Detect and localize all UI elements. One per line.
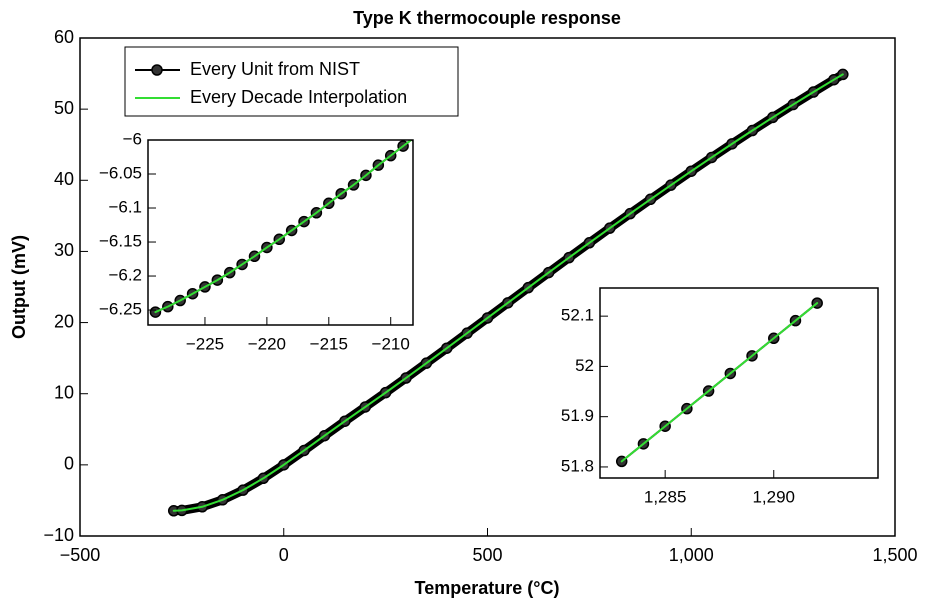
x-tick-label: 1,500 — [872, 545, 917, 565]
x-axis-label: Temperature (°C) — [415, 578, 560, 598]
y-tick-label: −6.1 — [108, 197, 142, 216]
series-line — [172, 73, 844, 512]
x-tick-label: 500 — [472, 545, 502, 565]
y-tick-label: −6.25 — [99, 300, 142, 319]
y-tick-label: −10 — [43, 525, 74, 545]
y-tick-label: −6 — [123, 129, 142, 148]
plot-frame — [599, 287, 879, 479]
x-tick-label: −210 — [372, 334, 410, 353]
series-line — [620, 302, 819, 463]
x-tick-label: −225 — [186, 334, 224, 353]
y-tick-label: 51.8 — [561, 456, 594, 475]
y-tick-label: 52.1 — [561, 306, 594, 325]
y-tick-label: 30 — [54, 240, 74, 260]
x-tick-label: −220 — [248, 334, 286, 353]
x-tick-label: 1,285 — [644, 487, 687, 506]
x-tick-label: 1,290 — [752, 487, 795, 506]
y-tick-label: −6.05 — [99, 163, 142, 182]
y-tick-label: 20 — [54, 311, 74, 331]
x-tick-label: −500 — [60, 545, 101, 565]
series-line — [154, 140, 413, 314]
y-tick-label: −6.2 — [108, 266, 142, 285]
y-tick-label: 40 — [54, 169, 74, 189]
y-tick-label: −6.15 — [99, 232, 142, 251]
legend-box — [124, 46, 459, 117]
legend-marker — [151, 64, 163, 76]
y-tick-label: 0 — [64, 454, 74, 474]
y-tick-label: 60 — [54, 27, 74, 47]
legend-label: Every Unit from NIST — [190, 59, 360, 79]
plot-frame — [147, 139, 414, 326]
plot-group — [167, 68, 849, 517]
y-tick-label: 10 — [54, 382, 74, 402]
legend-label: Every Decade Interpolation — [190, 87, 407, 107]
x-tick-label: 0 — [279, 545, 289, 565]
chart-title: Type K thermocouple response — [353, 8, 621, 28]
x-tick-label: 1,000 — [669, 545, 714, 565]
y-tick-label: 51.9 — [561, 406, 594, 425]
y-tick-label: 52 — [575, 356, 594, 375]
plot-group — [615, 297, 823, 468]
plot-frame — [79, 37, 896, 537]
y-tick-label: 50 — [54, 98, 74, 118]
x-tick-label: −215 — [310, 334, 348, 353]
plot-area — [600, 288, 878, 478]
y-axis-label: Output (mV) — [9, 235, 29, 339]
plot-group — [149, 140, 413, 318]
